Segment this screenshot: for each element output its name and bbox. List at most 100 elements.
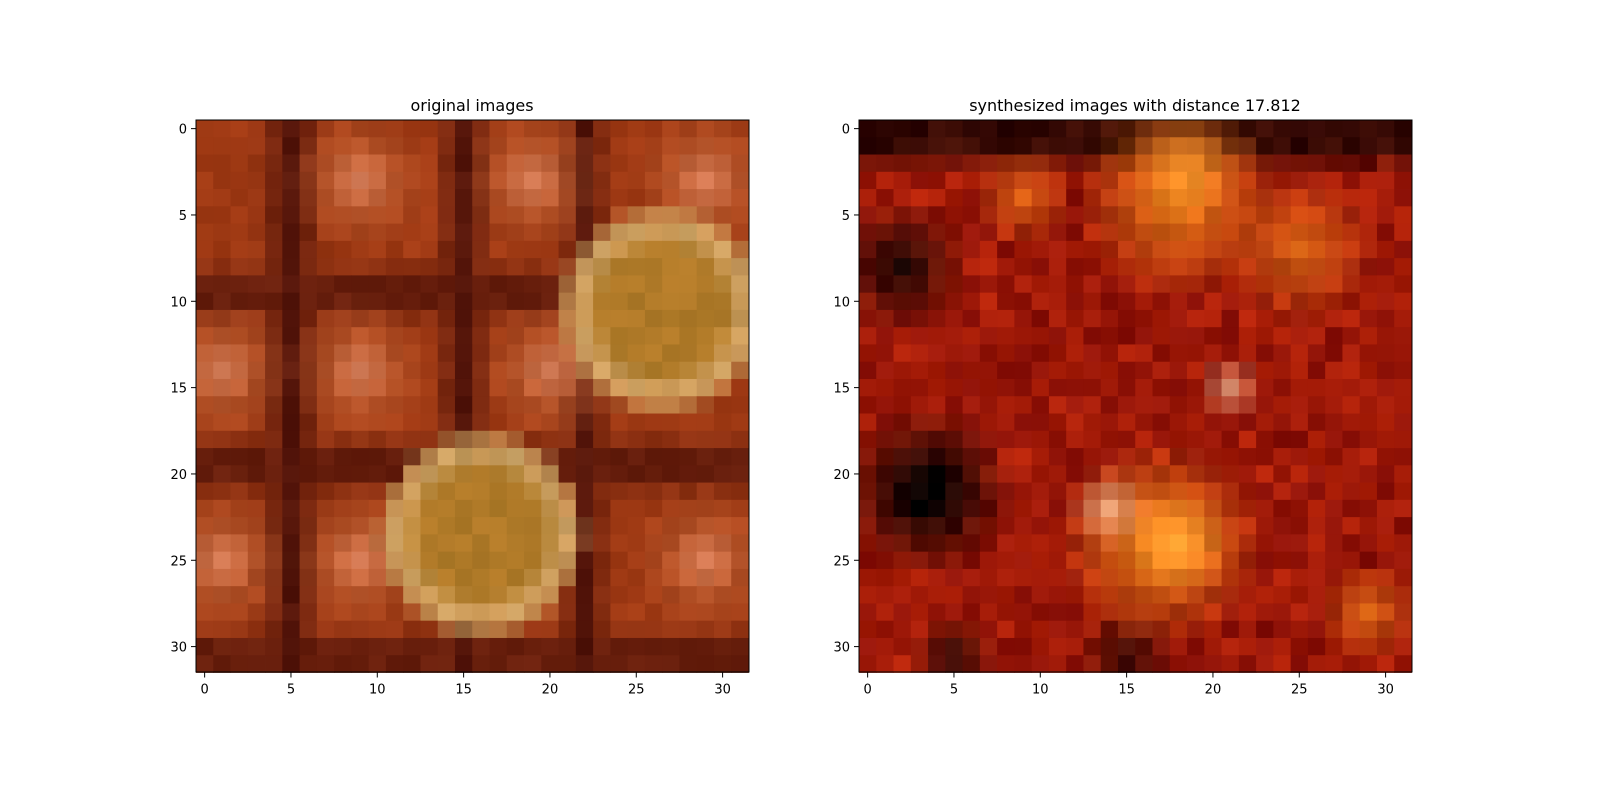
image-pixel bbox=[1359, 499, 1378, 518]
image-pixel bbox=[1152, 603, 1171, 622]
image-pixel bbox=[662, 430, 680, 449]
image-pixel bbox=[368, 258, 387, 276]
image-pixel bbox=[1342, 309, 1361, 328]
image-pixel bbox=[593, 154, 611, 173]
image-pixel bbox=[1376, 120, 1395, 138]
image-pixel bbox=[593, 137, 611, 155]
image-pixel bbox=[489, 309, 508, 328]
image-pixel bbox=[1221, 171, 1240, 190]
image-pixel bbox=[731, 223, 749, 242]
image-pixel bbox=[1325, 637, 1343, 656]
image-pixel bbox=[506, 517, 525, 535]
image-pixel bbox=[316, 206, 335, 224]
image-pixel bbox=[627, 275, 646, 294]
image-pixel bbox=[1290, 603, 1309, 622]
image-pixel bbox=[299, 154, 318, 173]
image-pixel bbox=[420, 309, 439, 328]
image-pixel bbox=[524, 154, 542, 173]
image-pixel bbox=[368, 344, 387, 363]
image-pixel bbox=[1273, 396, 1292, 414]
image-pixel bbox=[910, 171, 929, 190]
image-pixel bbox=[1169, 120, 1188, 138]
image-pixel bbox=[1083, 378, 1102, 397]
image-pixel bbox=[1100, 171, 1119, 190]
image-pixel bbox=[859, 189, 877, 207]
image-pixel bbox=[524, 292, 542, 311]
image-pixel bbox=[454, 309, 473, 328]
image-pixel bbox=[420, 603, 439, 622]
image-pixel bbox=[213, 534, 231, 553]
image-pixel bbox=[558, 206, 577, 224]
image-pixel bbox=[1204, 637, 1222, 656]
image-pixel bbox=[541, 413, 559, 432]
image-pixel bbox=[489, 292, 508, 311]
image-pixel bbox=[1273, 344, 1292, 363]
image-pixel bbox=[1394, 344, 1412, 363]
image-pixel bbox=[1014, 137, 1033, 155]
image-pixel bbox=[196, 344, 214, 363]
image-pixel bbox=[1100, 206, 1119, 224]
image-pixel bbox=[472, 603, 490, 622]
image-pixel bbox=[679, 465, 698, 483]
image-pixel bbox=[506, 482, 525, 501]
image-pixel bbox=[1083, 620, 1102, 639]
image-pixel bbox=[1204, 430, 1222, 449]
image-pixel bbox=[962, 551, 981, 570]
image-pixel bbox=[437, 344, 456, 363]
image-pixel bbox=[1221, 586, 1240, 604]
image-pixel bbox=[1031, 586, 1050, 604]
image-pixel bbox=[1342, 499, 1361, 518]
image-pixel bbox=[247, 189, 266, 207]
image-pixel bbox=[1048, 413, 1067, 432]
image-pixel bbox=[1187, 206, 1205, 224]
image-pixel bbox=[928, 482, 946, 501]
image-pixel bbox=[437, 309, 456, 328]
image-pixel bbox=[472, 120, 490, 138]
image-pixel bbox=[997, 655, 1015, 673]
image-pixel bbox=[282, 292, 300, 311]
image-pixel bbox=[575, 189, 594, 207]
image-pixel bbox=[265, 223, 283, 242]
image-pixel bbox=[1169, 223, 1188, 242]
image-pixel bbox=[662, 448, 680, 466]
image-pixel bbox=[997, 275, 1015, 294]
image-pixel bbox=[1048, 482, 1067, 501]
image-pixel bbox=[506, 586, 525, 604]
image-pixel bbox=[334, 137, 352, 155]
image-pixel bbox=[1394, 534, 1412, 553]
image-pixel bbox=[1014, 292, 1033, 311]
image-pixel bbox=[1066, 396, 1084, 414]
image-pixel bbox=[385, 620, 404, 639]
image-pixel bbox=[962, 137, 981, 155]
image-pixel bbox=[1394, 206, 1412, 224]
image-pixel bbox=[1083, 258, 1102, 276]
image-pixel bbox=[196, 448, 214, 466]
image-pixel bbox=[1048, 154, 1067, 173]
image-pixel bbox=[910, 120, 929, 138]
image-pixel bbox=[368, 206, 387, 224]
image-pixel bbox=[247, 223, 266, 242]
image-pixel bbox=[1273, 603, 1292, 622]
image-pixel bbox=[1152, 620, 1171, 639]
image-pixel bbox=[247, 396, 266, 414]
image-pixel bbox=[1307, 240, 1326, 259]
image-pixel bbox=[1325, 137, 1343, 155]
image-pixel bbox=[385, 309, 404, 328]
image-pixel bbox=[489, 448, 508, 466]
image-pixel bbox=[403, 171, 421, 190]
image-pixel bbox=[316, 603, 335, 622]
image-pixel bbox=[420, 223, 439, 242]
image-pixel bbox=[1187, 258, 1205, 276]
image-pixel bbox=[385, 430, 404, 449]
image-pixel bbox=[979, 223, 998, 242]
image-pixel bbox=[558, 430, 577, 449]
image-pixel bbox=[859, 603, 877, 622]
image-pixel bbox=[351, 637, 370, 656]
image-pixel bbox=[997, 413, 1015, 432]
image-pixel bbox=[662, 189, 680, 207]
image-pixel bbox=[731, 620, 749, 639]
image-pixel bbox=[859, 361, 877, 380]
image-pixel bbox=[541, 517, 559, 535]
image-pixel bbox=[1100, 275, 1119, 294]
image-pixel bbox=[593, 206, 611, 224]
